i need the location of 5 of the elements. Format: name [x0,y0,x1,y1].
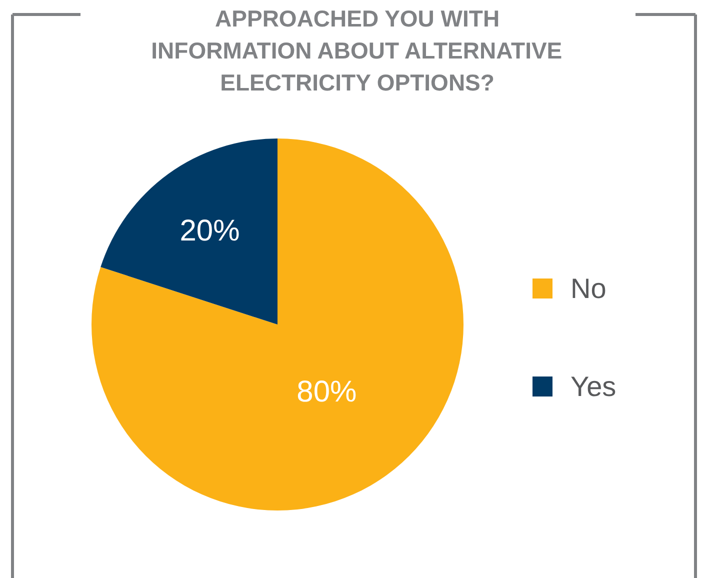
legend-label: No [570,273,606,304]
legend-label: Yes [570,371,616,402]
data-label: 80% [296,376,357,409]
chart-title: APPROACHED YOU WITH INFORMATION ABOUT ALTERNATIVE ELECTRICITY OPTIONS? [151,6,562,96]
data-label: 20% [180,214,240,248]
